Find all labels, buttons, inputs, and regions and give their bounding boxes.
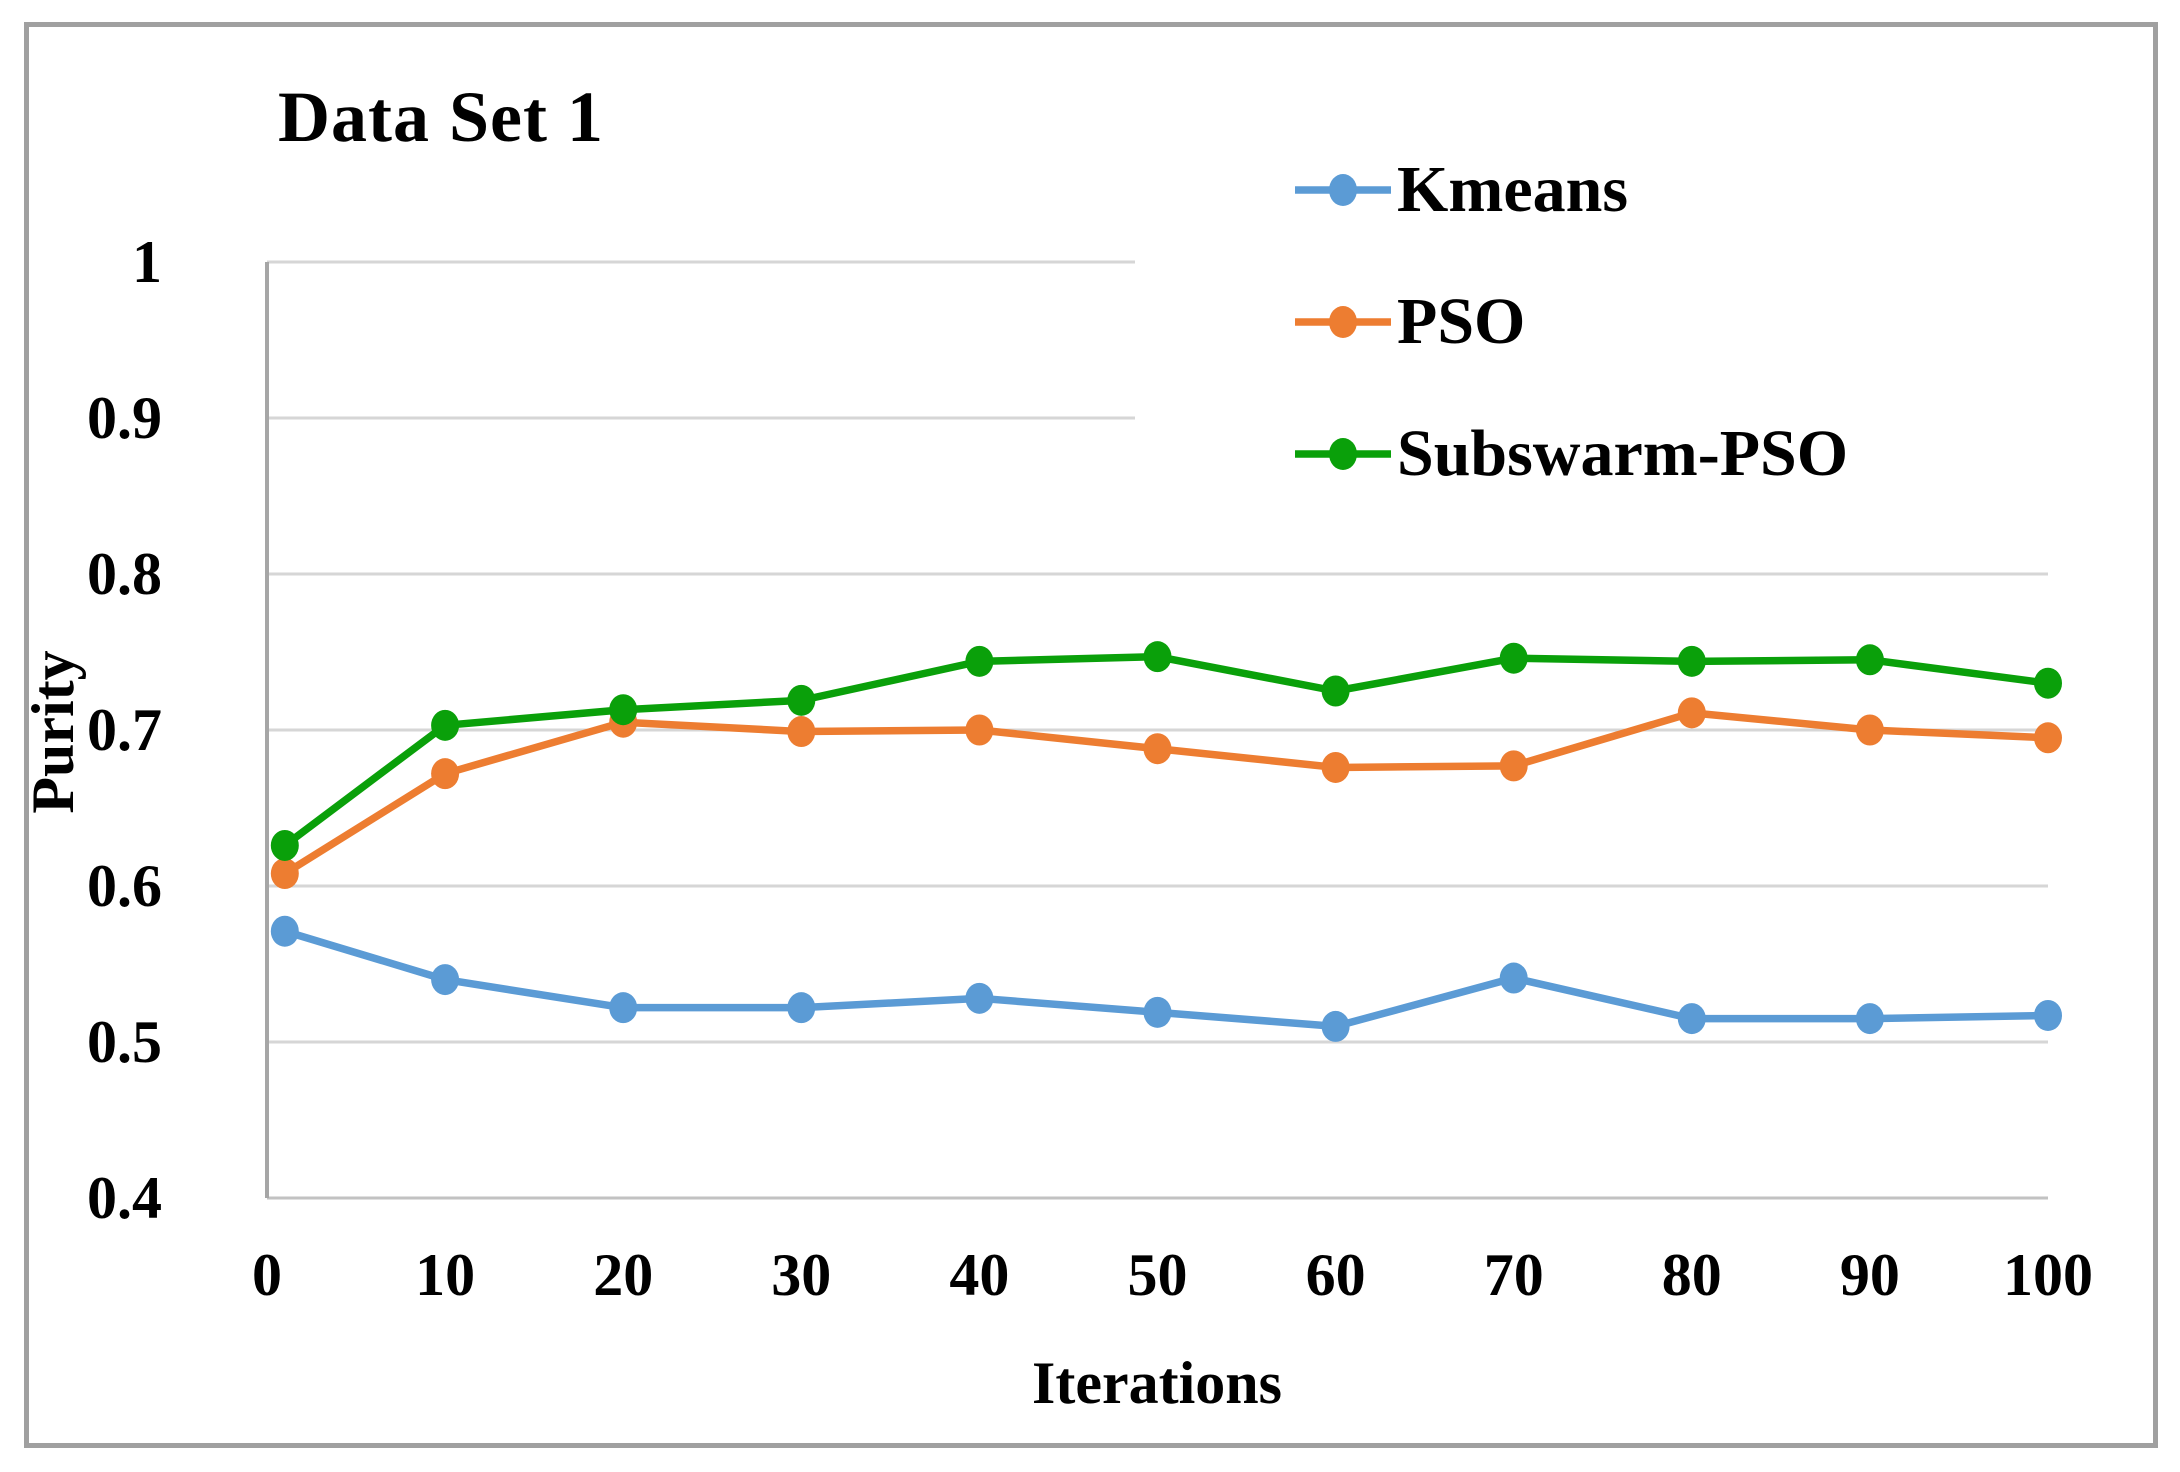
data-point-pso bbox=[965, 714, 994, 746]
data-point-subswarm-pso bbox=[609, 694, 638, 726]
legend-item: Kmeans bbox=[1295, 146, 2053, 234]
x-tick-label: 10 bbox=[415, 1242, 476, 1308]
x-tick-label: 80 bbox=[1661, 1242, 1722, 1308]
data-point-subswarm-pso bbox=[1855, 644, 1884, 676]
data-point-kmeans bbox=[2034, 999, 2062, 1031]
legend-marker-icon bbox=[1295, 306, 1391, 338]
x-tick-label: 50 bbox=[1127, 1242, 1188, 1308]
data-point-subswarm-pso bbox=[1143, 641, 1172, 673]
y-tick-label: 1 bbox=[132, 229, 162, 295]
data-point-subswarm-pso bbox=[787, 684, 816, 716]
data-point-pso bbox=[1499, 750, 1528, 782]
legend-item: Subswarm-PSO bbox=[1295, 410, 2053, 498]
x-tick-label: 100 bbox=[2003, 1242, 2093, 1308]
data-point-subswarm-pso bbox=[270, 829, 299, 861]
data-point-pso bbox=[1677, 697, 1706, 729]
x-tick-label: 40 bbox=[949, 1242, 1010, 1308]
x-tick-label: 0 bbox=[252, 1242, 282, 1308]
x-tick-label: 20 bbox=[593, 1242, 654, 1308]
y-tick-label: 0.6 bbox=[87, 853, 162, 919]
data-point-subswarm-pso bbox=[1321, 675, 1350, 707]
x-tick-label: 60 bbox=[1305, 1242, 1366, 1308]
chart-title: Data Set 1 bbox=[278, 77, 604, 157]
data-point-kmeans bbox=[1855, 1003, 1884, 1035]
data-point-subswarm-pso bbox=[1677, 645, 1706, 677]
data-point-pso bbox=[270, 858, 299, 890]
legend-label: PSO bbox=[1397, 285, 1526, 358]
legend-item: PSO bbox=[1295, 278, 2053, 366]
data-point-pso bbox=[431, 758, 460, 790]
legend: Kmeans PSO Subswarm-PSO bbox=[1135, 128, 2053, 564]
y-tick-label: 0.7 bbox=[87, 697, 162, 763]
data-point-subswarm-pso bbox=[2034, 667, 2062, 699]
x-axis-title: Iterations bbox=[1032, 1350, 1282, 1416]
legend-marker-icon bbox=[1295, 438, 1391, 470]
data-point-pso bbox=[787, 716, 816, 748]
legend-label: Kmeans bbox=[1397, 153, 1628, 226]
data-point-pso bbox=[2034, 722, 2062, 754]
y-tick-label: 0.4 bbox=[87, 1165, 162, 1231]
data-point-kmeans bbox=[270, 915, 299, 947]
x-tick-label: 90 bbox=[1839, 1242, 1900, 1308]
legend-label: Subswarm-PSO bbox=[1397, 417, 1849, 490]
y-tick-label: 0.8 bbox=[87, 541, 162, 607]
data-point-kmeans bbox=[1143, 996, 1172, 1028]
x-tick-label: 30 bbox=[771, 1242, 832, 1308]
data-point-kmeans bbox=[1321, 1010, 1350, 1042]
data-point-pso bbox=[1321, 751, 1350, 783]
data-point-subswarm-pso bbox=[1499, 642, 1528, 674]
data-point-subswarm-pso bbox=[965, 645, 994, 677]
data-point-kmeans bbox=[1677, 1003, 1706, 1035]
data-point-kmeans bbox=[609, 992, 638, 1024]
data-point-kmeans bbox=[965, 982, 994, 1014]
y-tick-label: 0.5 bbox=[87, 1009, 162, 1075]
x-tick-label: 70 bbox=[1483, 1242, 1544, 1308]
data-point-pso bbox=[1855, 714, 1884, 746]
data-point-kmeans bbox=[787, 992, 816, 1024]
data-point-kmeans bbox=[431, 964, 460, 996]
y-tick-label: 0.9 bbox=[87, 385, 162, 451]
data-point-pso bbox=[1143, 733, 1172, 765]
data-point-kmeans bbox=[1499, 962, 1528, 994]
legend-marker-icon bbox=[1295, 174, 1391, 206]
data-point-subswarm-pso bbox=[431, 709, 460, 741]
